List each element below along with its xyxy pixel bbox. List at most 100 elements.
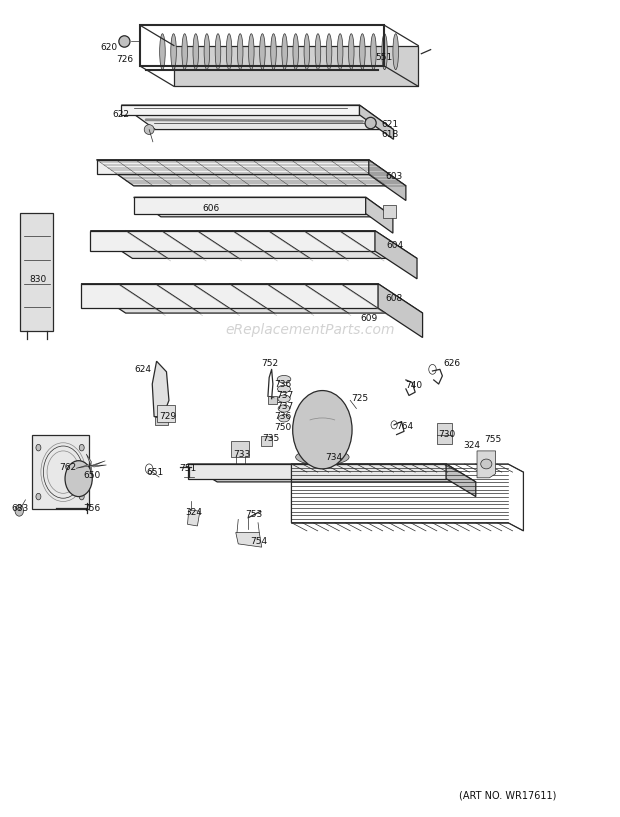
Polygon shape [91,465,107,467]
Ellipse shape [293,33,298,69]
Text: 740: 740 [405,382,422,391]
Ellipse shape [365,118,376,129]
Polygon shape [236,533,262,547]
Text: 726: 726 [116,55,133,64]
Polygon shape [375,230,417,279]
Polygon shape [187,510,200,526]
Ellipse shape [371,33,376,69]
Text: (ART NO. WR17611): (ART NO. WR17611) [459,791,557,801]
Polygon shape [91,466,93,478]
Ellipse shape [215,33,221,69]
Ellipse shape [160,33,166,69]
Polygon shape [187,464,476,482]
Polygon shape [446,464,476,497]
Polygon shape [86,454,91,466]
Polygon shape [76,465,91,468]
Text: 734: 734 [325,453,342,462]
Text: 830: 830 [29,275,46,284]
Text: 604: 604 [387,241,404,250]
Text: 621: 621 [382,120,399,129]
Circle shape [293,391,352,469]
Ellipse shape [393,33,399,69]
Polygon shape [134,197,366,213]
Text: 603: 603 [385,172,402,181]
Ellipse shape [480,459,492,469]
Polygon shape [174,46,418,87]
Polygon shape [134,197,393,217]
Text: 551: 551 [376,53,393,62]
Text: 756: 756 [84,503,101,512]
Ellipse shape [337,33,343,69]
Text: eReplacementParts.com: eReplacementParts.com [225,324,395,337]
Text: 725: 725 [351,395,368,404]
Polygon shape [187,464,446,479]
Text: 750: 750 [274,422,291,431]
Ellipse shape [119,36,130,47]
Text: 606: 606 [202,204,219,213]
Polygon shape [360,105,394,140]
Ellipse shape [282,33,288,69]
Ellipse shape [193,33,198,69]
Polygon shape [91,461,105,466]
Circle shape [36,444,41,451]
Circle shape [79,444,84,451]
Ellipse shape [296,449,349,465]
Ellipse shape [237,33,243,69]
Circle shape [36,493,41,500]
Text: 736: 736 [274,412,291,421]
Polygon shape [153,361,169,417]
Text: 754: 754 [250,537,268,546]
Text: 618: 618 [382,130,399,139]
Bar [156,417,168,425]
Bar [383,204,396,217]
Ellipse shape [304,33,309,69]
Ellipse shape [278,405,290,412]
Text: 753: 753 [246,510,263,519]
Ellipse shape [204,33,210,69]
Polygon shape [122,105,394,130]
Bar [32,435,89,509]
Ellipse shape [249,33,254,69]
Polygon shape [369,160,406,200]
Bar [438,423,452,444]
Polygon shape [378,283,423,337]
Ellipse shape [360,33,365,69]
Text: 737: 737 [277,401,294,411]
Text: 764: 764 [397,422,414,431]
Polygon shape [91,230,417,258]
Ellipse shape [226,33,232,69]
Text: 729: 729 [159,412,176,421]
Text: 609: 609 [361,315,378,324]
Text: 762: 762 [59,462,76,471]
Text: 622: 622 [113,110,130,119]
Ellipse shape [260,33,265,69]
Text: 651: 651 [147,467,164,476]
Ellipse shape [144,125,154,135]
Ellipse shape [170,33,176,69]
Ellipse shape [277,376,291,383]
Circle shape [79,493,84,500]
Text: 324: 324 [185,508,202,517]
Polygon shape [122,105,360,115]
Ellipse shape [326,33,332,69]
Polygon shape [81,283,423,313]
Circle shape [65,461,92,497]
Circle shape [15,505,24,516]
Text: 737: 737 [277,391,294,400]
Polygon shape [97,160,369,174]
Ellipse shape [278,395,290,403]
Ellipse shape [348,33,354,69]
Text: 730: 730 [439,430,456,439]
Text: 624: 624 [135,365,151,374]
Polygon shape [81,283,378,308]
Text: 683: 683 [12,503,29,512]
Text: 735: 735 [262,434,279,443]
Ellipse shape [315,33,321,69]
Bar [231,441,249,458]
Text: 733: 733 [233,449,250,458]
Text: 751: 751 [179,463,196,472]
Ellipse shape [271,33,277,69]
Text: 736: 736 [274,380,291,389]
Text: 755: 755 [484,435,502,444]
Text: 608: 608 [386,294,403,303]
